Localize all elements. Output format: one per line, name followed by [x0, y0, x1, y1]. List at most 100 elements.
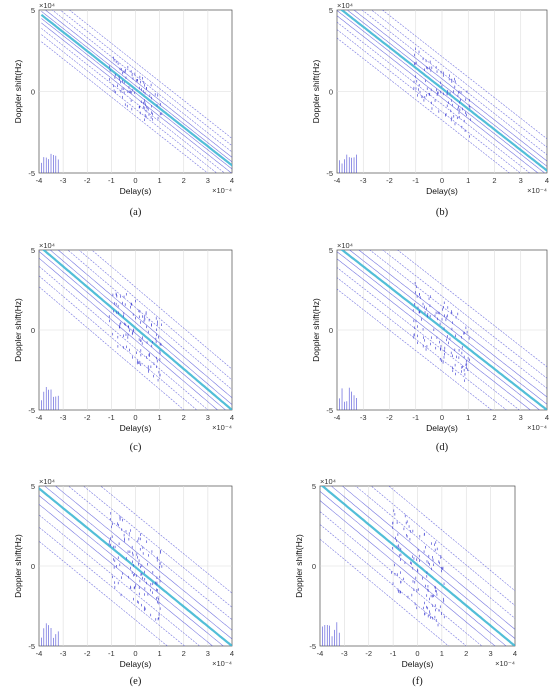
y-tick-label: 0 [329, 326, 333, 335]
x-tick-label: 0 [440, 176, 444, 185]
x-tick-label: 0 [133, 176, 137, 185]
y-tick-label: 0 [312, 562, 316, 571]
x-axis-label: Delay(s) [426, 423, 458, 433]
y-tick-label: 0 [31, 88, 35, 97]
contour-line [39, 514, 201, 646]
contour-line [340, 10, 547, 172]
x-tick-label: 2 [182, 413, 186, 422]
x-tick-label: 2 [492, 176, 496, 185]
contour-line [57, 250, 232, 399]
x-tick-label: -1 [412, 176, 419, 185]
y-axis-label: Doppler shift(Hz) [311, 59, 321, 123]
y-tick-label: -5 [309, 642, 316, 651]
y-tick-label: -5 [326, 169, 333, 178]
y-exponent: ×10⁴ [39, 477, 55, 486]
x-axis-label: Delay(s) [402, 659, 434, 669]
contour-line [337, 277, 507, 410]
y-axis-label: Doppler shift(Hz) [13, 298, 23, 362]
contour-line [78, 250, 232, 381]
x-tick-label: 2 [492, 413, 496, 422]
contour-line [41, 28, 226, 173]
x-exponent: ×10⁻⁴ [212, 186, 232, 195]
x-tick-label: 4 [230, 413, 234, 422]
x-tick-label: -1 [412, 413, 419, 422]
y-tick-label: 0 [31, 326, 35, 335]
contour-line [40, 14, 232, 167]
x-tick-label: -4 [317, 649, 324, 658]
y-tick-label: 0 [31, 562, 35, 571]
subplot-caption: (b) [436, 207, 449, 218]
y-tick-label: 5 [31, 246, 35, 255]
contour-line [330, 486, 515, 640]
subplot-d: -4 -3 -2 -1 0 1 2 3 4 -5 0 5 ×10⁴ ×10⁻⁴ Delay(s) Dopple… [311, 241, 549, 453]
contour-line [382, 250, 547, 379]
x-tick-label: 3 [206, 649, 210, 658]
contour-line [39, 503, 214, 646]
x-tick-label: 4 [513, 649, 517, 658]
subplot-e: -4 -3 -2 -1 0 1 2 3 4 -5 0 5 ×10⁴ ×10⁻⁴ Delay(s) Dopple… [13, 477, 234, 687]
contour-line [388, 486, 515, 592]
x-tick-label: 3 [519, 413, 523, 422]
y-axis-label: Doppler shift(Hz) [13, 59, 23, 123]
contour-line [39, 495, 224, 646]
y-exponent: ×10⁴ [39, 241, 55, 250]
y-axis-label: Doppler shift(Hz) [311, 298, 321, 362]
contour-line [370, 486, 515, 606]
y-exponent: ×10⁴ [320, 477, 336, 486]
contour-line [49, 250, 232, 405]
x-tick-label: -4 [36, 413, 43, 422]
contour-line [337, 37, 510, 173]
x-tick-label: 1 [440, 649, 444, 658]
contour-line [371, 10, 547, 148]
y-tick-label: -5 [28, 642, 35, 651]
contour-lines [39, 486, 232, 646]
contour-line [320, 524, 467, 646]
contour-line [39, 487, 232, 646]
contour-line [320, 500, 496, 646]
subplot-a: -4 -3 -2 -1 0 1 2 3 4 -5 0 5 ×10⁴ ×10⁻⁴ Delay(s) Dopple… [13, 1, 234, 218]
contour-line [337, 10, 546, 173]
x-tick-label: -1 [108, 649, 115, 658]
contour-line [42, 250, 232, 410]
contour-lines [337, 10, 547, 173]
x-tick-label: -2 [84, 176, 91, 185]
x-tick-label: -3 [360, 176, 367, 185]
contour-line [361, 10, 547, 156]
contour-line [68, 10, 232, 139]
y-tick-label: 5 [31, 6, 35, 15]
x-axis-label: Delay(s) [120, 423, 152, 433]
contour-line [355, 486, 515, 619]
subplot-caption: (d) [436, 442, 449, 453]
contour-line [44, 486, 232, 640]
x-tick-label: -3 [60, 176, 67, 185]
y-tick-label: 5 [31, 482, 35, 491]
y-tick-label: -5 [28, 169, 35, 178]
x-exponent: ×10⁻⁴ [495, 659, 515, 668]
contour-lines [320, 486, 515, 646]
subplot-f: -4 -3 -2 -1 0 1 2 3 4 -5 0 5 ×10⁴ ×10⁻⁴ Delay(s) Dopple… [294, 477, 517, 687]
contour-line [320, 490, 507, 646]
subplot-caption: (f) [412, 676, 423, 687]
subplot-b: -4 -3 -2 -1 0 1 2 3 4 -5 0 5 ×10⁴ ×10⁻⁴ Delay(s) Dopple… [311, 1, 549, 218]
x-tick-label: -4 [36, 176, 43, 185]
contour-line [91, 250, 232, 370]
contour-line [39, 526, 186, 646]
y-tick-label: 0 [329, 88, 333, 97]
y-exponent: ×10⁴ [337, 241, 353, 250]
contour-lines [40, 10, 232, 173]
x-tick-label: 4 [545, 176, 549, 185]
x-tick-label: -3 [60, 413, 67, 422]
x-tick-label: -2 [386, 413, 393, 422]
x-tick-label: 0 [133, 649, 137, 658]
contour-line [381, 10, 547, 140]
contour-line [320, 486, 515, 646]
x-exponent: ×10⁻⁴ [527, 423, 547, 432]
contour-line [41, 41, 209, 173]
x-tick-label: 4 [230, 176, 234, 185]
x-tick-label: 0 [133, 413, 137, 422]
x-tick-label: -4 [334, 176, 341, 185]
x-axis-label: Delay(s) [120, 659, 152, 669]
contour-line [341, 486, 515, 630]
y-tick-label: 5 [329, 246, 333, 255]
